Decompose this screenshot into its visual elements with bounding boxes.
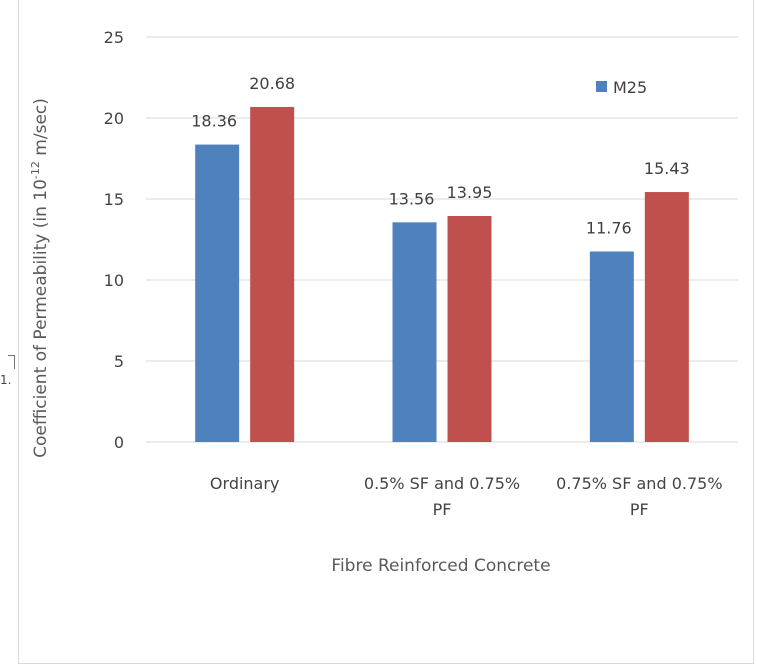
gridlines (146, 36, 738, 443)
data-label: 13.56 (389, 189, 435, 208)
cropped-left-fragment: 1. (0, 355, 16, 395)
bar (195, 144, 240, 442)
y-axis-title: Coefficient of Permeability (in 10-12 m/… (29, 98, 51, 458)
x-tick-label: PF (433, 500, 452, 519)
bar (644, 192, 689, 442)
y-tick-label: 20 (104, 109, 124, 128)
fragment-bracket (8, 355, 15, 369)
y-axis-ticks: 0 5 10 15 20 25 (104, 28, 124, 452)
data-label: 20.68 (249, 74, 295, 93)
y-axis-title-prefix: Coefficient of Permeability (in 10 (31, 179, 51, 458)
fragment-text: 1. (0, 373, 12, 387)
bar (589, 251, 634, 442)
bars (195, 106, 689, 442)
data-label: 11.76 (586, 218, 632, 237)
x-axis-title: Fibre Reinforced Concrete (331, 556, 550, 576)
x-tick-label: PF (630, 500, 649, 519)
y-tick-label: 0 (114, 433, 124, 452)
x-tick-label: Ordinary (210, 474, 279, 493)
data-label: 15.43 (644, 159, 690, 178)
y-axis-title-exponent: -12 (29, 161, 42, 179)
y-axis-title-suffix: m/sec) (31, 98, 51, 161)
bar (392, 222, 437, 442)
legend-swatch-m25 (596, 81, 607, 92)
y-tick-label: 15 (104, 190, 124, 209)
y-tick-label: 10 (104, 271, 124, 290)
data-label: 13.95 (447, 183, 493, 202)
bar (447, 216, 492, 442)
y-tick-label: 5 (114, 352, 124, 371)
bar (250, 106, 295, 442)
y-tick-label: 25 (104, 28, 124, 47)
x-tick-label: 0.5% SF and 0.75% (364, 474, 520, 493)
data-labels: 18.36 20.68 13.56 13.95 11.76 15.43 (191, 74, 689, 238)
x-tick-label: 0.75% SF and 0.75% (556, 474, 722, 493)
legend: M25 (596, 78, 647, 97)
data-label: 18.36 (191, 112, 237, 131)
legend-label-m25: M25 (613, 78, 647, 97)
x-axis-ticks: Ordinary 0.5% SF and 0.75% PF 0.75% SF and … (210, 474, 723, 519)
